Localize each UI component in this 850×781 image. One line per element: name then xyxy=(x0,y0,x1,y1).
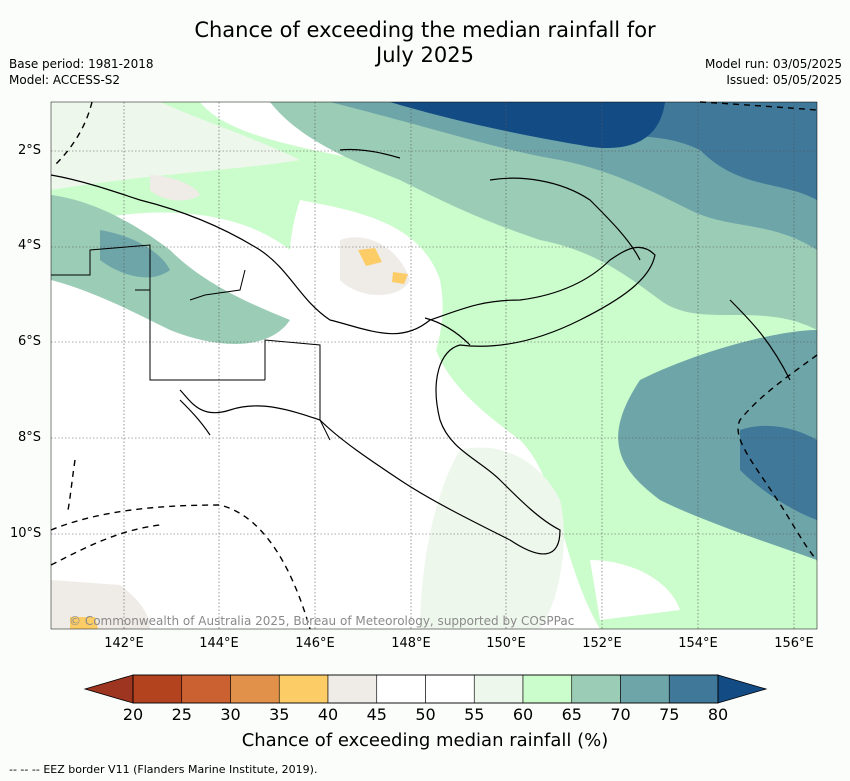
zone-35-40-b xyxy=(392,272,408,284)
model-run: Model run: 03/05/2025 xyxy=(704,57,842,71)
model-name: Model: ACCESS-S2 xyxy=(9,73,121,87)
colorbar-tick-label: 30 xyxy=(220,705,240,724)
lat-tick: 4°S xyxy=(18,238,42,253)
zone-55-60-north xyxy=(51,102,300,190)
colorbar-under-arrow xyxy=(85,675,133,703)
lon-tick: 142°E xyxy=(104,636,144,651)
colorbar-over-arrow xyxy=(718,675,766,703)
eez-legend-dash: -- -- -- xyxy=(9,763,40,776)
colorbar-cell xyxy=(327,674,378,704)
colorbar-cell xyxy=(522,674,573,704)
footer-note: -- -- -- EEZ border V11 (Flanders Marine… xyxy=(9,763,317,776)
lat-tick: 6°S xyxy=(18,334,42,349)
map-frame xyxy=(50,101,818,630)
colorbar-cell xyxy=(376,674,426,704)
colorbar-tick-label: 35 xyxy=(269,705,289,724)
lon-tick: 144°E xyxy=(199,636,239,651)
lon-tick: 156°E xyxy=(774,636,814,651)
colorbar-tick-label: 75 xyxy=(659,705,679,724)
lon-tick: 154°E xyxy=(678,636,718,651)
colorbar-tick-label: 25 xyxy=(172,705,192,724)
colorbar-tick-label: 45 xyxy=(367,705,387,724)
colorbar-cell xyxy=(230,674,280,704)
zone-45-55-southwest xyxy=(51,397,415,629)
lon-tick: 150°E xyxy=(486,636,526,651)
zone-40-45-southwest xyxy=(51,580,150,629)
zone-35-40-a xyxy=(358,248,382,266)
colorbar xyxy=(83,674,768,704)
colorbar-tick-label: 50 xyxy=(415,705,435,724)
eez-legend-text: EEZ border V11 (Flanders Marine Institut… xyxy=(43,763,318,776)
zone-45-55-southeast xyxy=(590,560,680,620)
base-period: Base period: 1981-2018 xyxy=(9,57,154,71)
zone-45-55-central xyxy=(289,200,443,426)
colorbar-label: Chance of exceeding median rainfall (%) xyxy=(241,730,609,751)
colorbar-tick-label: 40 xyxy=(318,705,338,724)
credit-text: © Commonwealth of Australia 2025, Bureau… xyxy=(69,614,575,628)
zone-40-45-north xyxy=(150,175,200,201)
colorbar-tick-label: 70 xyxy=(610,705,630,724)
title-line-1: Chance of exceeding the median rainfall … xyxy=(194,18,656,42)
graticule xyxy=(51,102,817,629)
title-line-2: July 2025 xyxy=(376,43,474,67)
colorbar-tick-label: 20 xyxy=(123,705,143,724)
lon-tick: 148°E xyxy=(391,636,431,651)
map-title: Chance of exceeding the median rainfall … xyxy=(0,18,850,68)
lat-tick: 2°S xyxy=(18,143,42,158)
lon-tick: 146°E xyxy=(295,636,335,651)
colorbar-tick-label: 80 xyxy=(708,705,728,724)
eez-borders xyxy=(50,101,818,630)
zone-60-65 xyxy=(51,102,817,629)
colorbar-cell xyxy=(425,674,475,704)
colorbar-tick-label: 65 xyxy=(562,705,582,724)
zone-55-60-south xyxy=(420,447,564,629)
zone-east-70-75 xyxy=(618,330,817,560)
colorbar-cell xyxy=(132,674,183,704)
zone-35-40-southwest xyxy=(70,617,98,629)
colorbar-cell xyxy=(668,674,719,704)
colorbar-tick-label: 60 xyxy=(513,705,533,724)
zone-75-80 xyxy=(390,102,817,200)
colorbar-cell xyxy=(571,674,621,704)
zone-east-75-80 xyxy=(740,425,817,520)
colorbar-cell xyxy=(181,674,231,704)
lat-tick: 8°S xyxy=(18,430,42,445)
colorbar-ticks: 20 25 30 35 40 45 50 55 60 65 70 75 80 xyxy=(123,705,728,724)
lon-tick: 152°E xyxy=(582,636,622,651)
coastlines xyxy=(50,148,791,555)
colorbar-cell xyxy=(278,674,329,704)
meta-right: Model run: 03/05/2025 Issued: 05/05/2025 xyxy=(705,56,842,88)
zone-over-80 xyxy=(390,102,665,149)
colorbar-tick-label: 55 xyxy=(464,705,484,724)
colorbar-cell xyxy=(620,674,670,704)
lat-tick: 10°S xyxy=(10,526,42,541)
issued-date: Issued: 05/05/2025 xyxy=(726,73,842,87)
colorbar-cell xyxy=(473,674,524,704)
borders xyxy=(51,244,331,441)
meta-left: Base period: 1981-2018 Model: ACCESS-S2 xyxy=(9,56,154,88)
zone-west-70-75 xyxy=(100,230,170,278)
